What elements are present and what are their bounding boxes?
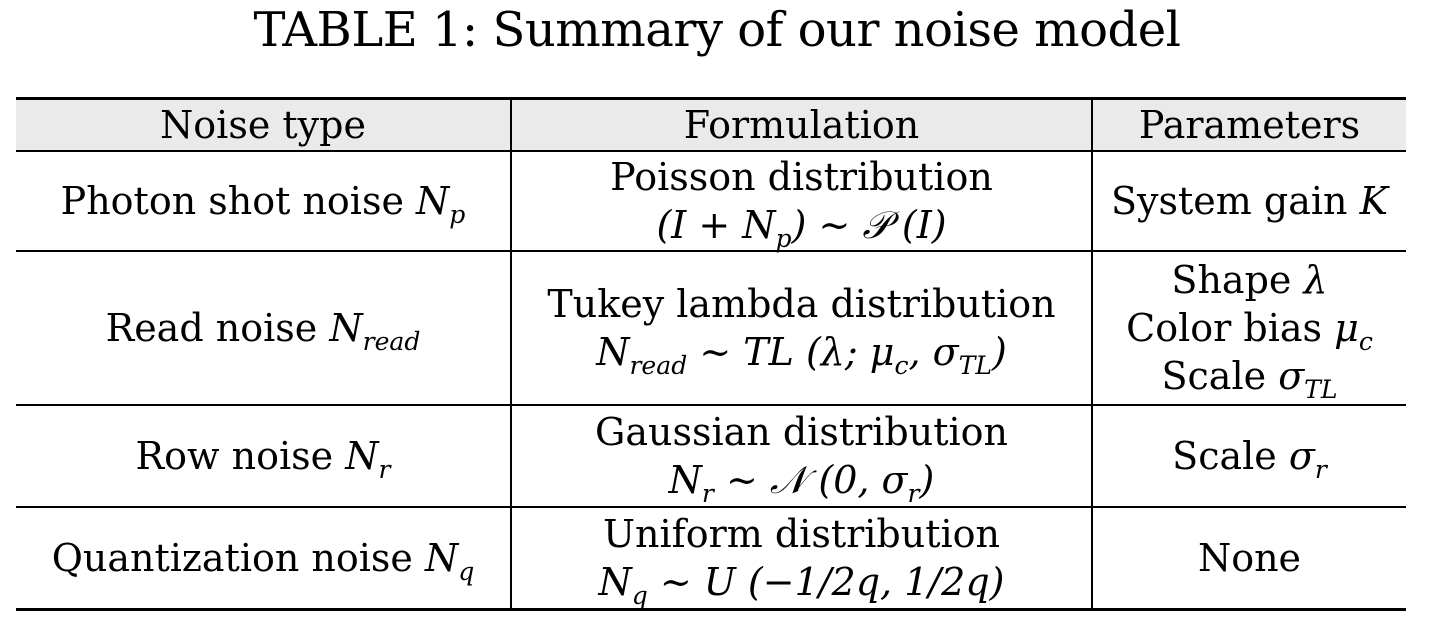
formulation-expression: (I + Np) ∼ 𝒫 (I) (656, 203, 947, 253)
parameter-item: Color bias μc (1126, 306, 1373, 356)
table-row: Photon shot noise Np Poisson distributio… (16, 150, 1406, 253)
formulation-expression: Nr ∼ 𝒩 (0, σr) (668, 458, 935, 508)
noise-symbol-subscript: p (449, 199, 466, 229)
noise-symbol-subscript: r (378, 454, 391, 484)
parameters-cell: Scale σr (1091, 404, 1406, 508)
table-row: Quantization noise Nq Uniform distributi… (16, 506, 1406, 611)
noise-symbol: N (425, 536, 459, 580)
header-formulation: Formulation (510, 97, 1092, 152)
table-row: Read noise Nread Tukey lambda distributi… (16, 250, 1406, 406)
table-header-row: Noise type Formulation Parameters (16, 97, 1406, 152)
parameter-item: System gain K (1111, 179, 1388, 223)
formulation-cell: Tukey lambda distribution Nread ∼ TL (λ;… (510, 250, 1092, 406)
header-noise-type: Noise type (16, 97, 511, 152)
noise-symbol: N (416, 179, 450, 223)
distribution-name: Poisson distribution (610, 155, 993, 199)
parameters-cell: System gain K (1091, 150, 1406, 252)
formulation-expression: Nq ∼ U (−1/2q, 1/2q) (598, 560, 1005, 610)
noise-type-label: Read noise (105, 306, 318, 350)
distribution-name: Gaussian distribution (595, 410, 1008, 454)
formulation-cell: Poisson distribution (I + Np) ∼ 𝒫 (I) (510, 150, 1092, 253)
distribution-name: Tukey lambda distribution (547, 282, 1056, 326)
formulation-expression: Nread ∼ TL (λ; μc, σTL) (596, 330, 1007, 380)
noise-symbol-subscript: q (458, 556, 475, 586)
parameters-cell: None (1091, 506, 1406, 611)
noise-type-label: Photon shot noise (60, 179, 404, 223)
noise-type-label: Row noise (135, 434, 334, 478)
noise-type-cell: Quantization noise Nq (16, 506, 511, 611)
parameter-item: None (1197, 536, 1302, 580)
table-caption: TABLE 1: Summary of our noise model (253, 2, 1181, 58)
parameters-cell: Shape λ Color bias μc Scale σTL (1091, 250, 1406, 406)
table-row: Row noise Nr Gaussian distribution Nr ∼ … (16, 404, 1406, 508)
parameter-item: Scale σr (1172, 434, 1327, 484)
noise-symbol: N (329, 306, 363, 350)
formulation-cell: Uniform distribution Nq ∼ U (−1/2q, 1/2q… (510, 506, 1092, 611)
parameter-item: Scale σTL (1161, 354, 1338, 404)
noise-type-cell: Row noise Nr (16, 404, 511, 508)
noise-symbol-subscript: read (362, 326, 421, 356)
parameter-item: Shape λ (1171, 258, 1328, 302)
header-parameters: Parameters (1091, 97, 1406, 152)
noise-type-cell: Read noise Nread (16, 250, 511, 406)
noise-symbol: N (345, 434, 379, 478)
noise-model-table: Noise type Formulation Parameters Photon… (16, 97, 1406, 611)
noise-type-cell: Photon shot noise Np (16, 150, 511, 252)
noise-type-label: Quantization noise (51, 536, 413, 580)
distribution-name: Uniform distribution (602, 512, 1000, 556)
formulation-cell: Gaussian distribution Nr ∼ 𝒩 (0, σr) (510, 404, 1092, 508)
